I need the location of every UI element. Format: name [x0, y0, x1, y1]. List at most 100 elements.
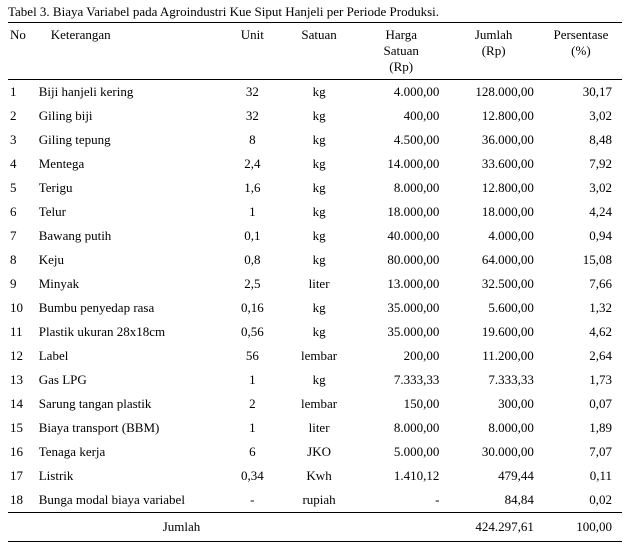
cell-pct: 7,07: [540, 440, 622, 464]
cell-unit: 1: [222, 368, 284, 392]
table-row: 1Biji hanjeli kering32kg4.000,00128.000,…: [8, 80, 622, 105]
cell-ket: Minyak: [37, 272, 222, 296]
table-row: 3Giling tepung8kg4.500,0036.000,008,48: [8, 128, 622, 152]
table-row: 11Plastik ukuran 28x18cm0,56kg35.000,001…: [8, 320, 622, 344]
cell-sat: kg: [283, 200, 355, 224]
cell-pct: 2,64: [540, 344, 622, 368]
th-pct: Persentase (%): [540, 23, 622, 80]
cell-pct: 1,73: [540, 368, 622, 392]
cell-jml: 12.800,00: [447, 104, 539, 128]
cell-ket: Keju: [37, 248, 222, 272]
cell-no: 10: [8, 296, 37, 320]
cell-sat: lembar: [283, 392, 355, 416]
cell-pct: 0,94: [540, 224, 622, 248]
table-row: 9Minyak2,5liter13.000,0032.500,007,66: [8, 272, 622, 296]
cell-jml: 479,44: [447, 464, 539, 488]
cell-unit: 0,56: [222, 320, 284, 344]
cell-ket: Sarung tangan plastik: [37, 392, 222, 416]
cell-pct: 1,89: [540, 416, 622, 440]
cell-no: 18: [8, 488, 37, 513]
table-row: 10Bumbu penyedap rasa0,16kg35.000,005.60…: [8, 296, 622, 320]
cell-no: 5: [8, 176, 37, 200]
cell-harga: 1.410,12: [355, 464, 447, 488]
cell-ket: Giling tepung: [37, 128, 222, 152]
cell-sat: kg: [283, 104, 355, 128]
cell-unit: 32: [222, 80, 284, 105]
table-row: 2Giling biji32kg400,0012.800,003,02: [8, 104, 622, 128]
cell-unit: -: [222, 488, 284, 513]
cell-sat: kg: [283, 128, 355, 152]
cell-pct: 1,32: [540, 296, 622, 320]
table-row: 4Mentega2,4kg14.000,0033.600,007,92: [8, 152, 622, 176]
cell-harga: 400,00: [355, 104, 447, 128]
cell-pct: 0,11: [540, 464, 622, 488]
cell-unit: 6: [222, 440, 284, 464]
cell-unit: 0,8: [222, 248, 284, 272]
cell-harga: 4.500,00: [355, 128, 447, 152]
cell-ket: Label: [37, 344, 222, 368]
cell-unit: 56: [222, 344, 284, 368]
table-row: 15Biaya transport (BBM)1liter8.000,008.0…: [8, 416, 622, 440]
cell-pct: 15,08: [540, 248, 622, 272]
cell-jml: 33.600,00: [447, 152, 539, 176]
cell-sat: kg: [283, 368, 355, 392]
cell-pct: 4,62: [540, 320, 622, 344]
cost-table: No Keterangan Unit Satuan Harga Satuan (…: [8, 22, 622, 542]
cell-no: 9: [8, 272, 37, 296]
cell-ket: Biji hanjeli kering: [37, 80, 222, 105]
cell-no: 15: [8, 416, 37, 440]
cell-no: 6: [8, 200, 37, 224]
cell-pct: 3,02: [540, 176, 622, 200]
th-harga: Harga Satuan (Rp): [355, 23, 447, 80]
footer-total-pct: 100,00: [540, 513, 622, 542]
cell-no: 12: [8, 344, 37, 368]
cell-unit: 2,5: [222, 272, 284, 296]
cell-sat: rupiah: [283, 488, 355, 513]
cell-harga: 14.000,00: [355, 152, 447, 176]
cell-harga: 4.000,00: [355, 80, 447, 105]
cell-ket: Bumbu penyedap rasa: [37, 296, 222, 320]
cell-ket: Bunga modal biaya variabel: [37, 488, 222, 513]
cell-pct: 4,24: [540, 200, 622, 224]
th-no: No: [8, 23, 37, 80]
cell-harga: -: [355, 488, 447, 513]
cell-pct: 8,48: [540, 128, 622, 152]
cell-jml: 11.200,00: [447, 344, 539, 368]
table-header-row: No Keterangan Unit Satuan Harga Satuan (…: [8, 23, 622, 80]
cell-unit: 32: [222, 104, 284, 128]
table-row: 6Telur1kg18.000,0018.000,004,24: [8, 200, 622, 224]
cell-ket: Giling biji: [37, 104, 222, 128]
cell-harga: 80.000,00: [355, 248, 447, 272]
cell-jml: 4.000,00: [447, 224, 539, 248]
table-footer-row: Jumlah 424.297,61 100,00: [8, 513, 622, 542]
cell-unit: 0,1: [222, 224, 284, 248]
cell-harga: 150,00: [355, 392, 447, 416]
th-jumlah: Jumlah (Rp): [447, 23, 539, 80]
cell-jml: 300,00: [447, 392, 539, 416]
cell-harga: 13.000,00: [355, 272, 447, 296]
cell-unit: 2,4: [222, 152, 284, 176]
cell-ket: Plastik ukuran 28x18cm: [37, 320, 222, 344]
cell-ket: Listrik: [37, 464, 222, 488]
cell-harga: 8.000,00: [355, 416, 447, 440]
cell-jml: 128.000,00: [447, 80, 539, 105]
cell-sat: Kwh: [283, 464, 355, 488]
cell-pct: 7,66: [540, 272, 622, 296]
cell-no: 8: [8, 248, 37, 272]
cell-ket: Gas LPG: [37, 368, 222, 392]
cell-unit: 2: [222, 392, 284, 416]
cell-no: 3: [8, 128, 37, 152]
cell-ket: Tenaga kerja: [37, 440, 222, 464]
footer-total-jml: 424.297,61: [447, 513, 539, 542]
cell-sat: lembar: [283, 344, 355, 368]
cell-pct: 30,17: [540, 80, 622, 105]
cell-harga: 8.000,00: [355, 176, 447, 200]
cell-pct: 3,02: [540, 104, 622, 128]
table-row: 16Tenaga kerja6JKO5.000,0030.000,007,07: [8, 440, 622, 464]
th-ket: Keterangan: [37, 23, 222, 80]
cell-unit: 0,16: [222, 296, 284, 320]
footer-label: Jumlah: [8, 513, 355, 542]
cell-jml: 36.000,00: [447, 128, 539, 152]
cell-sat: kg: [283, 224, 355, 248]
table-row: 14Sarung tangan plastik2lembar150,00300,…: [8, 392, 622, 416]
